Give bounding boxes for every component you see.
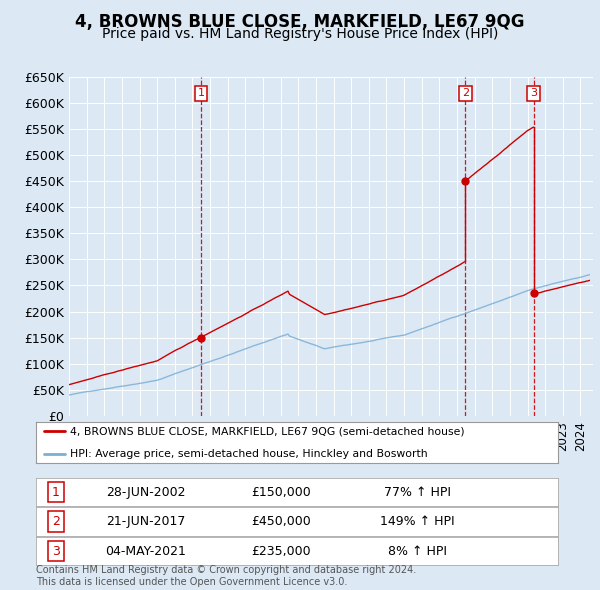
Text: 21-JUN-2017: 21-JUN-2017 (106, 515, 185, 528)
Text: 1: 1 (197, 88, 205, 99)
Text: 3: 3 (52, 545, 60, 558)
Text: 77% ↑ HPI: 77% ↑ HPI (383, 486, 451, 499)
Text: Contains HM Land Registry data © Crown copyright and database right 2024.
This d: Contains HM Land Registry data © Crown c… (36, 565, 416, 587)
Text: 8% ↑ HPI: 8% ↑ HPI (388, 545, 446, 558)
Text: £150,000: £150,000 (251, 486, 311, 499)
Text: 2: 2 (52, 515, 60, 528)
Text: 1: 1 (52, 486, 60, 499)
Text: 28-JUN-2002: 28-JUN-2002 (106, 486, 185, 499)
Text: HPI: Average price, semi-detached house, Hinckley and Bosworth: HPI: Average price, semi-detached house,… (70, 448, 428, 458)
Text: £235,000: £235,000 (251, 545, 311, 558)
Text: 4, BROWNS BLUE CLOSE, MARKFIELD, LE67 9QG: 4, BROWNS BLUE CLOSE, MARKFIELD, LE67 9Q… (75, 13, 525, 31)
Text: 04-MAY-2021: 04-MAY-2021 (105, 545, 186, 558)
Text: 4, BROWNS BLUE CLOSE, MARKFIELD, LE67 9QG (semi-detached house): 4, BROWNS BLUE CLOSE, MARKFIELD, LE67 9Q… (70, 427, 464, 437)
Text: 2: 2 (462, 88, 469, 99)
Text: £450,000: £450,000 (251, 515, 311, 528)
Text: 3: 3 (530, 88, 537, 99)
Text: 149% ↑ HPI: 149% ↑ HPI (380, 515, 454, 528)
Text: Price paid vs. HM Land Registry's House Price Index (HPI): Price paid vs. HM Land Registry's House … (102, 27, 498, 41)
